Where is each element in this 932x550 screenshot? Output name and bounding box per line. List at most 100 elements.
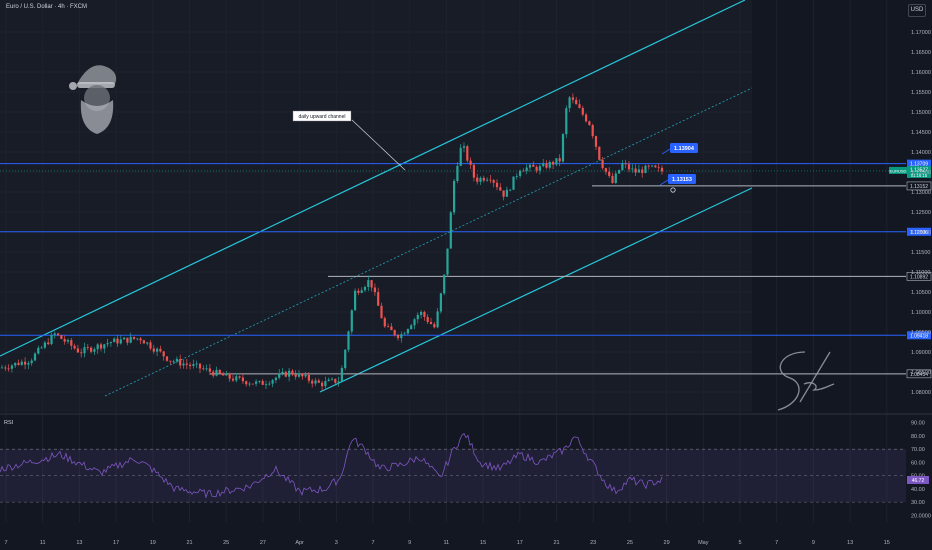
signature <box>777 351 835 411</box>
candle-body <box>43 342 46 348</box>
candle-body <box>614 173 617 183</box>
candle-body <box>307 374 310 381</box>
callout-box[interactable] <box>668 174 696 184</box>
candle-body <box>205 368 208 370</box>
candle-body <box>228 373 231 379</box>
candle-body <box>10 365 13 369</box>
candle-body <box>337 381 340 383</box>
candle-body <box>476 177 479 182</box>
time-tick-label: 11 <box>40 540 46 546</box>
candle-body <box>552 161 555 165</box>
candle-body <box>400 334 403 339</box>
candle-body <box>532 164 535 167</box>
candle-body <box>588 121 591 126</box>
candle-body <box>278 373 281 378</box>
rsi-tick-label: 60.00 <box>911 460 925 466</box>
candle-body <box>317 380 320 383</box>
candle-body <box>66 340 70 342</box>
candle-body <box>472 164 475 178</box>
candle-body <box>17 362 20 365</box>
candle-body <box>426 316 429 322</box>
candle-body <box>601 159 604 169</box>
candle-body <box>301 373 304 377</box>
candle-body <box>146 342 149 344</box>
candle-body <box>284 371 287 377</box>
candle-body <box>555 158 558 165</box>
time-tick-label: 9 <box>812 540 815 546</box>
candle-body <box>30 360 33 364</box>
candle-body <box>33 353 37 361</box>
time-tick-label: 29 <box>664 540 670 546</box>
candle-body <box>40 347 43 349</box>
candle-body <box>495 182 499 188</box>
rsi-label: RSI <box>4 420 14 426</box>
price-tick-label: 1.12500 <box>911 210 931 216</box>
annotation-box[interactable] <box>292 110 352 122</box>
candle-body <box>433 324 436 328</box>
price-tick-label: 1.08500 <box>911 370 931 376</box>
candle-body <box>499 187 502 191</box>
price-tick-label: 1.14500 <box>911 130 931 136</box>
candle-body <box>83 347 86 354</box>
candle-body <box>357 290 360 293</box>
upward-channel <box>0 0 753 397</box>
candle-body <box>611 175 614 183</box>
price-axis: 1.17000 1.16500 1.16000 1.15500 1.15000 1.145… <box>911 30 931 396</box>
price-levels: 1.13709 1.13152 1.12006 1.10892 1.09418 1.084… <box>0 159 932 379</box>
candle-body <box>456 165 459 182</box>
channel-mid <box>104 87 753 397</box>
candle-body <box>57 333 60 336</box>
candle-body <box>212 371 215 376</box>
time-tick-label: 13 <box>76 540 82 546</box>
candle-body <box>195 363 198 365</box>
candle-body <box>387 326 390 328</box>
candle-body <box>627 164 631 170</box>
price-level-label: 1.12006 <box>910 230 928 236</box>
time-tick-label: 9 <box>408 540 411 546</box>
candle-body <box>509 189 512 191</box>
candle-body <box>651 165 654 167</box>
price-level-label: 1.10892 <box>910 274 928 280</box>
candle-body <box>334 378 337 383</box>
candle-body <box>215 369 218 376</box>
time-tick-label: Apr <box>295 540 304 546</box>
candle-body <box>99 344 103 349</box>
candle-body <box>37 347 40 354</box>
channel-lower <box>319 187 753 393</box>
callout-box[interactable] <box>670 143 698 153</box>
candle-body <box>443 274 446 294</box>
rsi-line <box>0 432 663 499</box>
candle-body <box>449 212 452 249</box>
candle-body <box>192 364 195 366</box>
candle-body <box>182 363 185 366</box>
candle-body <box>344 349 347 369</box>
eye-icon[interactable] <box>670 187 676 193</box>
candle-body <box>119 339 122 344</box>
candle-body <box>647 165 650 167</box>
candle-body <box>321 382 324 387</box>
candle-body <box>347 331 350 350</box>
time-tick-label: 15 <box>480 540 486 546</box>
candle-body <box>139 338 142 341</box>
candle-body <box>175 358 178 362</box>
candle-body <box>367 280 370 287</box>
candle-body <box>86 347 89 348</box>
candle-body <box>90 347 93 352</box>
candle-body <box>548 161 551 168</box>
candle-body <box>165 356 169 361</box>
candle-body <box>469 160 472 165</box>
time-tick-label: 25 <box>627 540 633 546</box>
symbol-title: Euro / U.S. Dollar · 4h · FXCM <box>6 4 88 10</box>
candle-body <box>654 165 657 168</box>
currency-button[interactable]: USD <box>908 4 926 17</box>
candle-body <box>264 384 268 386</box>
candle-body <box>575 99 578 105</box>
candle-body <box>268 383 271 385</box>
candle-body <box>519 170 522 176</box>
candle-body <box>142 340 145 344</box>
price-level-label: 1.13709 <box>910 162 928 168</box>
candle-body <box>70 340 73 346</box>
price-level-label: 1.13152 <box>910 184 928 190</box>
candle-body <box>644 165 647 173</box>
